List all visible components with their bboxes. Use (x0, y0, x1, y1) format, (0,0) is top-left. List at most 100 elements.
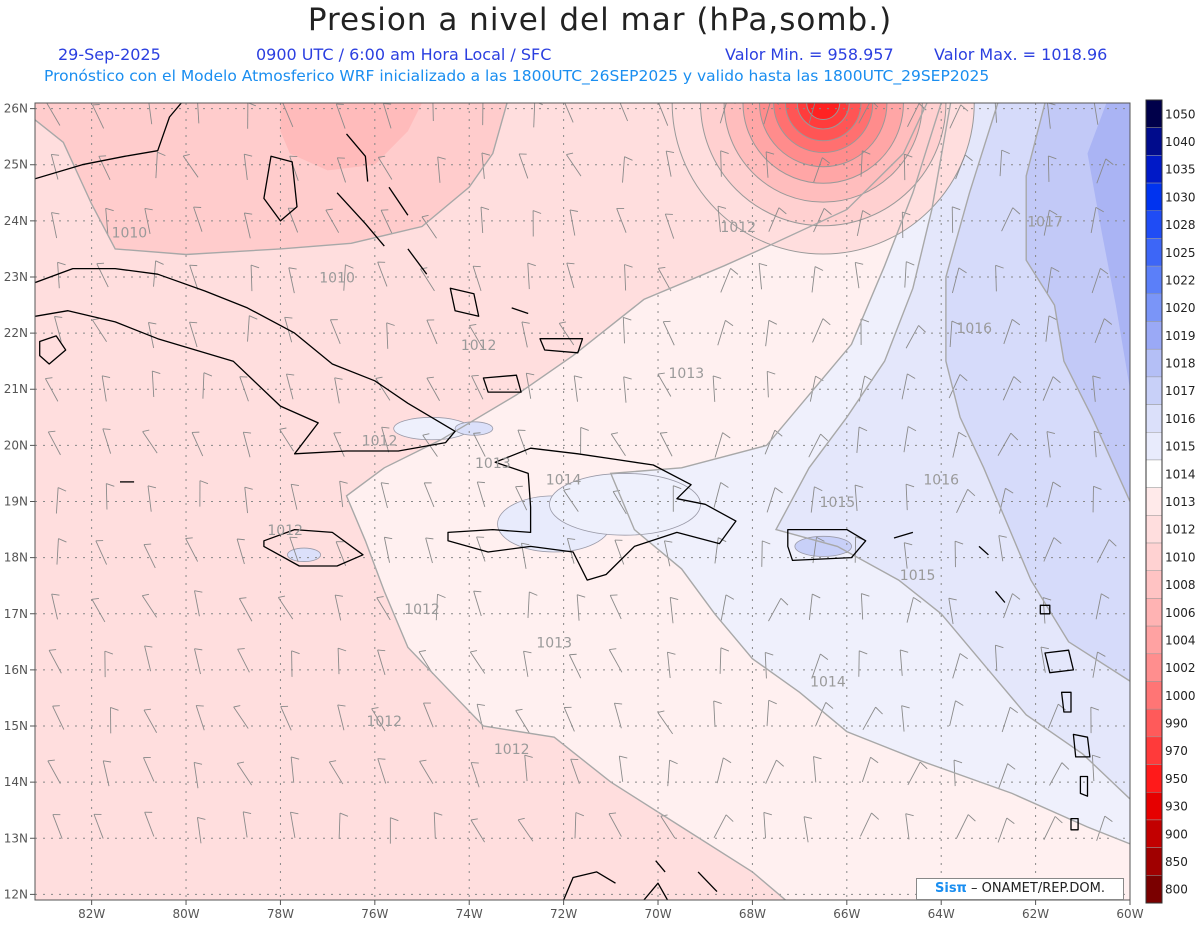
wind-barb (1096, 815, 1106, 841)
wind-barb-feather (870, 756, 879, 764)
wind-barb (290, 484, 298, 510)
wind-barb-feather (611, 432, 619, 435)
wind-barb-feather (820, 653, 829, 661)
coastline-great-bahama (238, 69, 280, 83)
wind-barb (765, 320, 770, 347)
wind-barb-feather (1094, 99, 1102, 101)
wind-barb (810, 486, 815, 513)
wind-barb (1091, 268, 1101, 294)
coastline-cat-island (388, 186, 409, 216)
wind-barb (997, 817, 1008, 843)
wind-barb-feather (1005, 487, 1014, 494)
wind-barb-feather (334, 377, 343, 380)
wind-barb (766, 371, 769, 398)
wind-barb (1095, 593, 1102, 620)
wind-barb (566, 262, 575, 289)
wind-barb-feather (527, 262, 536, 267)
wind-barb-feather (470, 650, 478, 653)
wind-barb (286, 373, 294, 400)
wind-barb-feather (381, 426, 390, 429)
wind-barb (50, 154, 59, 180)
credit-box: Sisπ – ONAMET/REP.DOM. (916, 878, 1124, 900)
wind-barb (812, 537, 817, 564)
coastline-venezuela-coast (563, 871, 616, 900)
wind-barb-feather (1097, 651, 1106, 657)
colorbar-swatch-1004 (1145, 625, 1163, 655)
pressure-region-high-1018-east (1087, 103, 1130, 390)
wind-barb (243, 212, 251, 239)
wind-barb-feather (762, 540, 771, 545)
wind-barb (719, 647, 722, 674)
colorbar-label: 850 (1165, 855, 1188, 869)
wind-barb (143, 544, 156, 569)
wind-barb-feather (381, 482, 389, 485)
lat-tick-label: 25N (4, 158, 28, 172)
isobar-label: 1012 (461, 338, 497, 354)
wind-barb (720, 150, 722, 177)
wind-barb (608, 649, 623, 673)
lat-tick-label: 15N (4, 719, 28, 733)
wind-barb-feather (725, 814, 734, 822)
wind-barb-feather (144, 207, 153, 211)
wind-barb-feather (237, 761, 245, 764)
wind-barb (194, 590, 200, 617)
wind-barb-feather (51, 212, 60, 215)
wind-barb (808, 103, 816, 124)
isobar-label: 1010 (112, 226, 148, 242)
wind-barb-feather (325, 208, 333, 211)
lon-tick-label: 74W (456, 907, 483, 921)
wind-barb-feather (901, 705, 910, 709)
lon-tick-label: 76W (361, 907, 388, 921)
wind-barb-feather (244, 153, 253, 157)
wind-barb-feather (197, 817, 206, 820)
wind-barb-feather (278, 595, 286, 598)
wind-barb-feather (523, 650, 532, 654)
wind-barb-feather (1048, 315, 1058, 321)
wind-barb-feather (1104, 318, 1113, 325)
wind-barb (46, 103, 61, 126)
wind-barb (377, 261, 388, 287)
wind-barb (657, 373, 672, 397)
colorbar-label: 1040 (1165, 135, 1196, 149)
wind-barb (470, 762, 480, 788)
wind-barb (48, 650, 62, 674)
wind-barb-feather (959, 374, 968, 382)
wind-barb (662, 321, 675, 346)
wind-barb-feather (862, 150, 871, 155)
wind-barb (102, 428, 112, 454)
wind-barb-feather (723, 757, 732, 764)
lat-tick-label: 17N (4, 607, 28, 621)
wind-barb (955, 154, 966, 180)
wind-barb (144, 208, 151, 234)
wind-barb (995, 265, 997, 292)
wind-barb (1042, 376, 1054, 401)
wind-barb-feather (1040, 646, 1049, 650)
wind-barb-feather (420, 267, 428, 270)
wind-barb-feather (243, 811, 252, 814)
wind-barb (569, 654, 582, 679)
wind-barb-feather (624, 156, 633, 161)
wind-barb (189, 265, 199, 290)
wind-barb (470, 819, 485, 843)
coastline-st-vincent (1070, 817, 1079, 831)
wind-barb-feather (102, 375, 111, 378)
wind-barb (618, 756, 624, 782)
colorbar-label: 990 (1165, 717, 1188, 731)
wind-barb-feather (480, 206, 490, 210)
coastline-antigua (1039, 604, 1051, 615)
wind-barb-feather (291, 483, 300, 486)
wind-barb (860, 593, 864, 620)
colorbar-swatch-1019 (1145, 321, 1163, 350)
wind-barb-feather (725, 594, 735, 600)
forecast-note: Pronóstico con el Modelo Atmosferico WRF… (44, 67, 990, 85)
wind-barb-feather (233, 705, 241, 708)
wind-barb (808, 594, 813, 620)
isobar-label: 1016 (923, 473, 959, 489)
isobar-label: 1017 (1027, 214, 1063, 230)
wind-barb-feather (51, 153, 60, 156)
wind-barb (716, 757, 724, 784)
wind-barb (377, 649, 386, 676)
isobar-label: 1015 (900, 568, 936, 584)
wind-barb (665, 151, 672, 177)
wind-barb-feather (907, 373, 916, 379)
